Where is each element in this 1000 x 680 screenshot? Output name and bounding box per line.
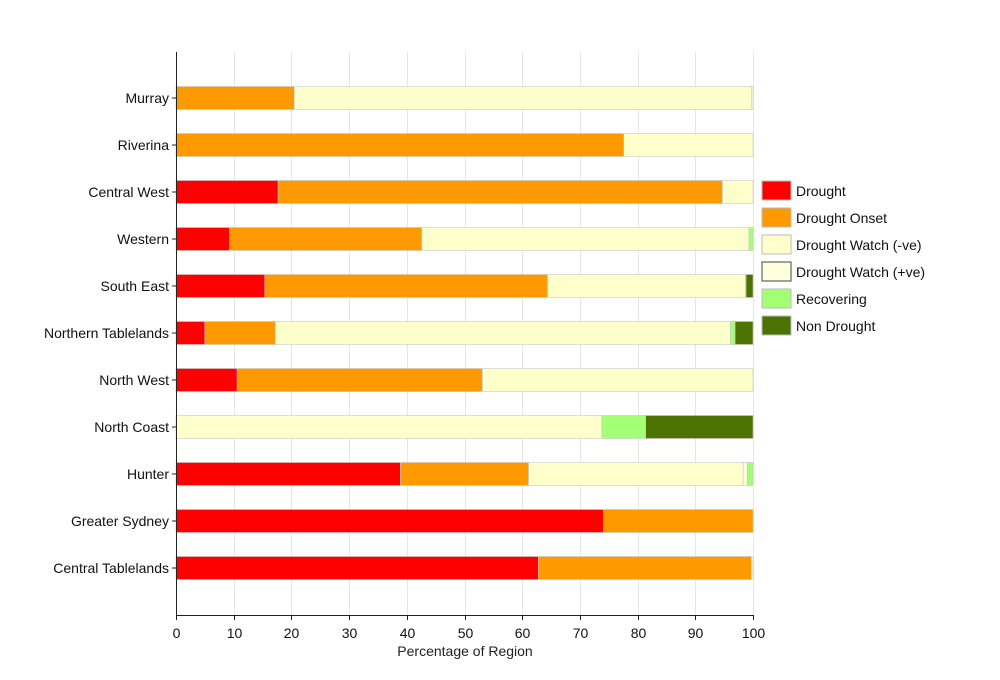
x-tick-label: 50 [458, 625, 474, 641]
bar-segment [730, 321, 736, 345]
y-tick-label: North West [99, 372, 169, 388]
x-tick-label: 90 [688, 625, 704, 641]
x-tick-label: 20 [284, 625, 300, 641]
legend-swatch [761, 288, 792, 309]
y-tick-label: Western [117, 231, 169, 247]
y-tick-label: Central Tablelands [53, 560, 169, 576]
legend: Drought Drought Onset Drought Watch (-ve) D… [761, 180, 925, 336]
bar-segment [750, 86, 754, 110]
bar-segment [528, 462, 744, 486]
legend-swatch [761, 180, 792, 201]
bar-segment [547, 274, 746, 298]
bar-segment [175, 227, 230, 251]
bar-segment [175, 509, 604, 533]
legend-label: Drought [796, 183, 846, 199]
x-tick-label: 30 [342, 625, 358, 641]
bar-segment [204, 321, 276, 345]
legend-label: Non Drought [796, 318, 875, 334]
bar-segment [734, 321, 754, 345]
bar-segment [175, 133, 625, 157]
bar-segment [601, 415, 646, 439]
x-tick-label: 10 [227, 625, 243, 641]
legend-label: Recovering [796, 291, 867, 307]
x-tick-label: 100 [742, 625, 766, 641]
bar-segment [229, 227, 423, 251]
bar-segment [421, 227, 750, 251]
bar-segment [623, 133, 754, 157]
x-axis-title: Percentage of Region [397, 643, 532, 659]
y-tick-label: South East [101, 278, 170, 294]
bar-segment [175, 86, 295, 110]
y-tick-label: Greater Sydney [71, 513, 169, 529]
bar-segment [175, 274, 266, 298]
bar-segment [274, 321, 731, 345]
bar-segment [645, 415, 754, 439]
bar-segment [264, 274, 548, 298]
bar-segment [175, 321, 206, 345]
bar-segment [400, 462, 529, 486]
bar-segment [175, 556, 539, 580]
y-tick-labels: Murray Riverina Central West Western South E… [44, 90, 176, 576]
legend-label: Drought Watch (+ve) [796, 264, 925, 280]
bar-segment [175, 462, 401, 486]
legend-label: Drought Watch (-ve) [796, 237, 922, 253]
bar-segment [750, 556, 754, 580]
legend-swatch [761, 315, 792, 336]
bar-segment [175, 180, 279, 204]
y-tick-label: Riverina [118, 137, 170, 153]
bar-segment [742, 462, 748, 486]
bar-segment [603, 509, 754, 533]
legend-swatch [761, 207, 792, 228]
y-tick-label: North Coast [94, 419, 169, 435]
y-tick-label: Hunter [127, 466, 169, 482]
x-tick-labels: 0 10 20 30 40 50 60 70 80 90 100 [173, 615, 766, 641]
x-tick-label: 40 [400, 625, 416, 641]
legend-swatch [761, 261, 792, 282]
bar-segment [293, 86, 752, 110]
bar-segment [745, 274, 754, 298]
bars [175, 86, 754, 580]
bar-segment [722, 180, 754, 204]
legend-swatch [761, 234, 792, 255]
bar-segment [236, 368, 483, 392]
y-tick-label: Murray [125, 90, 169, 106]
bar-segment [277, 180, 723, 204]
x-tick-label: 60 [515, 625, 531, 641]
bar-segment [746, 462, 754, 486]
bar-segment [748, 227, 754, 251]
x-tick-label: 80 [631, 625, 647, 641]
x-tick-label: 70 [573, 625, 589, 641]
bar-segment [175, 368, 238, 392]
y-tick-label: Northern Tablelands [44, 325, 169, 341]
x-tick-label: 0 [173, 625, 181, 641]
y-tick-label: Central West [88, 184, 169, 200]
bar-segment [538, 556, 752, 580]
legend-label: Drought Onset [796, 210, 887, 226]
bar-segment [175, 415, 603, 439]
bar-segment [482, 368, 754, 392]
